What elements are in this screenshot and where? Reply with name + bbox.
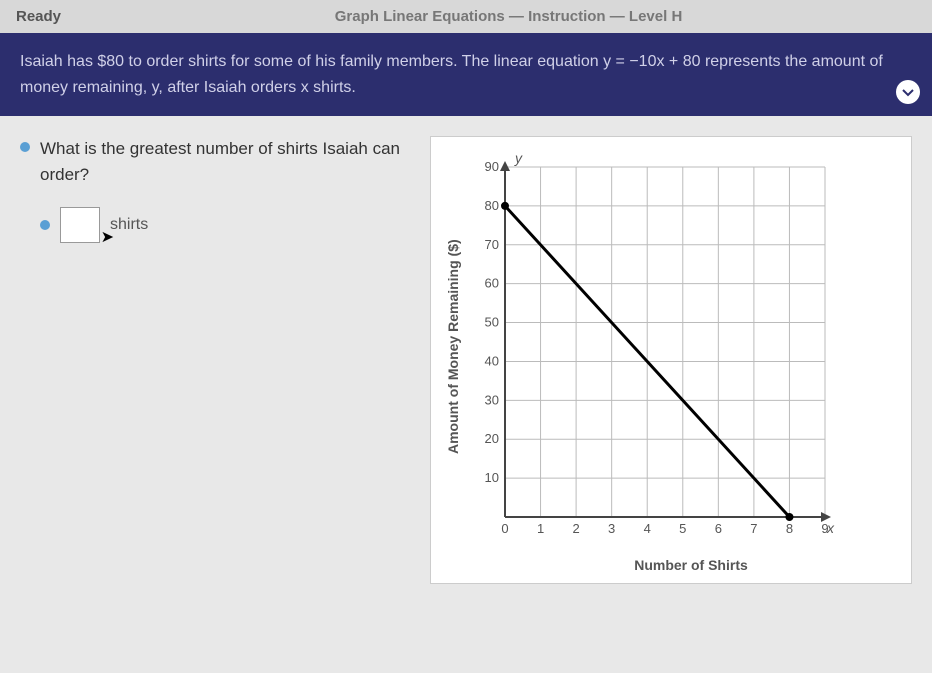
x-axis-label: Number of Shirts: [491, 547, 891, 573]
chevron-down-icon: [901, 85, 915, 99]
bullet-icon: [20, 142, 30, 152]
question-column: What is the greatest number of shirts Is…: [20, 136, 400, 584]
svg-text:80: 80: [485, 198, 499, 213]
svg-text:70: 70: [485, 237, 499, 252]
page-title: Graph Linear Equations — Instruction — L…: [101, 8, 916, 25]
svg-text:3: 3: [608, 521, 615, 536]
svg-text:8: 8: [786, 521, 793, 536]
svg-text:90: 90: [485, 159, 499, 174]
svg-text:6: 6: [715, 521, 722, 536]
svg-text:9: 9: [821, 521, 828, 536]
expand-toggle[interactable]: [896, 80, 920, 104]
line-chart: yx1020304050607080900123456789: [465, 147, 845, 547]
app-header: Ready Graph Linear Equations — Instructi…: [0, 0, 932, 33]
svg-text:2: 2: [572, 521, 579, 536]
problem-text: Isaiah has $80 to order shirts for some …: [20, 53, 883, 96]
svg-text:10: 10: [485, 470, 499, 485]
problem-statement: Isaiah has $80 to order shirts for some …: [0, 33, 932, 116]
content-area: What is the greatest number of shirts Is…: [0, 116, 932, 604]
bullet-icon: [40, 220, 50, 230]
answer-input[interactable]: [60, 207, 100, 243]
svg-text:50: 50: [485, 315, 499, 330]
svg-text:5: 5: [679, 521, 686, 536]
svg-text:y: y: [514, 150, 523, 166]
svg-text:1: 1: [537, 521, 544, 536]
svg-text:60: 60: [485, 276, 499, 291]
svg-text:40: 40: [485, 354, 499, 369]
y-axis-label: Amount of Money Remaining ($): [441, 147, 465, 547]
chart-body: Amount of Money Remaining ($) yx10203040…: [441, 147, 891, 547]
question-block: What is the greatest number of shirts Is…: [20, 136, 400, 187]
svg-text:4: 4: [644, 521, 651, 536]
svg-text:0: 0: [501, 521, 508, 536]
svg-text:20: 20: [485, 431, 499, 446]
ready-label: Ready: [16, 8, 61, 25]
svg-text:7: 7: [750, 521, 757, 536]
answer-row: ➤ shirts: [40, 207, 400, 243]
unit-label: shirts: [110, 216, 148, 234]
chart-area: yx1020304050607080900123456789: [465, 147, 891, 547]
question-text: What is the greatest number of shirts Is…: [40, 136, 400, 187]
svg-text:30: 30: [485, 393, 499, 408]
chart-container: Amount of Money Remaining ($) yx10203040…: [430, 136, 912, 584]
